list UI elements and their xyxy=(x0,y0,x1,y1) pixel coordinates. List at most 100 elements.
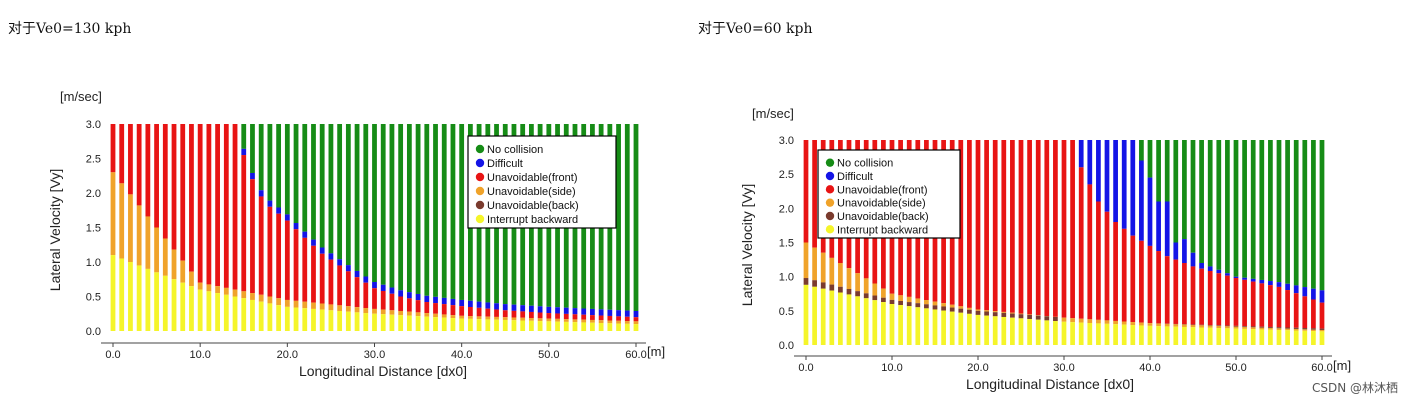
bar-segment-unavoidable-front xyxy=(136,124,142,206)
bar-segment-unavoidable-front xyxy=(450,305,456,316)
bar-segment-unavoidable-side xyxy=(1242,326,1247,329)
bar-segment-unavoidable-side xyxy=(563,319,569,322)
bar-segment-unavoidable-front xyxy=(1319,302,1325,329)
bar-segment-difficult xyxy=(1139,160,1144,241)
bar-segment-unavoidable-front xyxy=(284,220,290,300)
bar-segment-unavoidable-side xyxy=(1173,324,1179,327)
bar-segment-unavoidable-back xyxy=(1250,326,1256,328)
bar-segment-unavoidable-front xyxy=(1216,273,1222,326)
bar-segment-unavoidable-front xyxy=(1199,268,1204,325)
bar-segment-unavoidable-side xyxy=(258,294,264,302)
bar-segment-unavoidable-side xyxy=(855,273,860,292)
bar-segment-unavoidable-front xyxy=(459,306,465,316)
bar-segment-interrupt-backward xyxy=(1319,331,1325,345)
bar-segment-unavoidable-front xyxy=(581,314,587,320)
bar-segment-interrupt-backward xyxy=(898,305,903,345)
bar-segment-unavoidable-back xyxy=(1001,312,1007,317)
stacked-bar xyxy=(311,124,316,331)
bar-segment-interrupt-backward xyxy=(1199,327,1204,345)
stacked-bar xyxy=(136,124,142,331)
bar-segment-interrupt-backward xyxy=(1087,323,1093,345)
bar-segment-interrupt-backward xyxy=(803,284,809,345)
bar-segment-unavoidable-back xyxy=(1319,328,1325,330)
bar-segment-unavoidable-side xyxy=(189,271,194,287)
bar-segment-unavoidable-back xyxy=(1302,328,1308,330)
bar-segment-unavoidable-side xyxy=(1250,327,1256,330)
y-tick-label: 3.0 xyxy=(86,119,101,131)
bar-segment-interrupt-backward xyxy=(1104,323,1110,345)
bar-segment-unavoidable-back xyxy=(820,282,826,289)
bar-segment-unavoidable-back xyxy=(1035,315,1041,320)
bar-segment-unavoidable-side xyxy=(1121,321,1127,325)
stacked-bar xyxy=(1216,140,1222,345)
bar-segment-unavoidable-side xyxy=(906,296,912,303)
bar-segment-difficult xyxy=(1293,285,1299,294)
bar-segment-interrupt-backward xyxy=(345,311,351,331)
stacked-bar xyxy=(1087,140,1093,345)
bar-segment-unavoidable-back xyxy=(924,304,929,309)
bar-segment-unavoidable-side xyxy=(1199,325,1204,328)
bar-segment-unavoidable-side xyxy=(311,302,316,309)
bar-segment-unavoidable-front xyxy=(967,140,972,308)
bar-segment-interrupt-backward xyxy=(572,322,578,331)
bar-segment-unavoidable-front xyxy=(572,314,578,320)
bar-segment-unavoidable-back xyxy=(1044,316,1050,321)
bar-segment-unavoidable-front xyxy=(1053,140,1058,317)
stacked-bar xyxy=(1182,140,1187,345)
bar-segment-unavoidable-back xyxy=(975,310,981,315)
bar-segment-interrupt-backward xyxy=(855,296,860,345)
bar-segment-no-collision xyxy=(241,124,247,149)
bar-segment-difficult xyxy=(389,287,395,294)
bar-segment-interrupt-backward xyxy=(624,323,630,331)
bar-segment-no-collision xyxy=(389,124,395,288)
bar-segment-interrupt-backward xyxy=(180,282,186,331)
bar-segment-unavoidable-front xyxy=(494,309,499,317)
bar-segment-unavoidable-side xyxy=(1096,319,1101,324)
bar-segment-unavoidable-side xyxy=(424,313,430,317)
bar-segment-interrupt-backward xyxy=(502,319,508,331)
stacked-bar xyxy=(1207,140,1213,345)
bar-segment-unavoidable-side xyxy=(1276,328,1282,330)
bar-segment-unavoidable-back xyxy=(1053,316,1058,322)
bar-segment-unavoidable-side xyxy=(967,307,972,310)
bar-segment-no-collision xyxy=(1311,140,1316,289)
bar-segment-interrupt-backward xyxy=(1139,325,1144,345)
bar-segment-no-collision xyxy=(1156,140,1161,202)
bar-segment-unavoidable-front xyxy=(958,140,964,307)
bar-segment-unavoidable-back xyxy=(1242,326,1247,327)
stacked-bar xyxy=(616,124,621,331)
bar-segment-unavoidable-front xyxy=(598,315,604,321)
bar-segment-interrupt-backward xyxy=(494,319,499,331)
bar-segment-unavoidable-side xyxy=(1018,313,1024,315)
bar-segment-interrupt-backward xyxy=(616,323,621,331)
legend-marker xyxy=(825,158,835,167)
bar-segment-unavoidable-side xyxy=(1070,318,1075,323)
bar-segment-unavoidable-front xyxy=(1302,296,1308,329)
bar-segment-interrupt-backward xyxy=(136,265,142,331)
y-tick-label: 3.0 xyxy=(779,135,794,147)
bar-segment-unavoidable-front xyxy=(1285,290,1290,328)
bar-segment-unavoidable-side xyxy=(250,293,255,300)
legend-marker xyxy=(825,211,835,221)
bar-segment-unavoidable-side xyxy=(433,313,438,318)
bar-segment-unavoidable-side xyxy=(180,260,186,283)
bar-segment-interrupt-backward xyxy=(1078,322,1084,345)
bar-segment-difficult xyxy=(616,310,621,317)
bar-segment-unavoidable-front xyxy=(511,310,517,318)
bar-segment-difficult xyxy=(511,304,517,311)
bar-segment-unavoidable-back xyxy=(829,284,835,291)
bar-segment-no-collision xyxy=(1293,140,1299,286)
bar-segment-unavoidable-side xyxy=(1130,322,1136,326)
bar-segment-interrupt-backward xyxy=(1285,330,1290,345)
bar-segment-interrupt-backward xyxy=(1044,320,1050,345)
bar-segment-unavoidable-back xyxy=(1010,313,1015,318)
bar-segment-interrupt-backward xyxy=(563,321,569,331)
bar-segment-no-collision xyxy=(1147,140,1153,178)
stacked-bar xyxy=(1233,140,1239,345)
bar-segment-interrupt-backward xyxy=(1207,327,1213,345)
bar-segment-unavoidable-back xyxy=(1268,326,1273,328)
bar-segment-unavoidable-back xyxy=(1233,325,1239,327)
bar-segment-unavoidable-side xyxy=(1207,325,1213,328)
bar-segment-difficult xyxy=(459,299,465,307)
